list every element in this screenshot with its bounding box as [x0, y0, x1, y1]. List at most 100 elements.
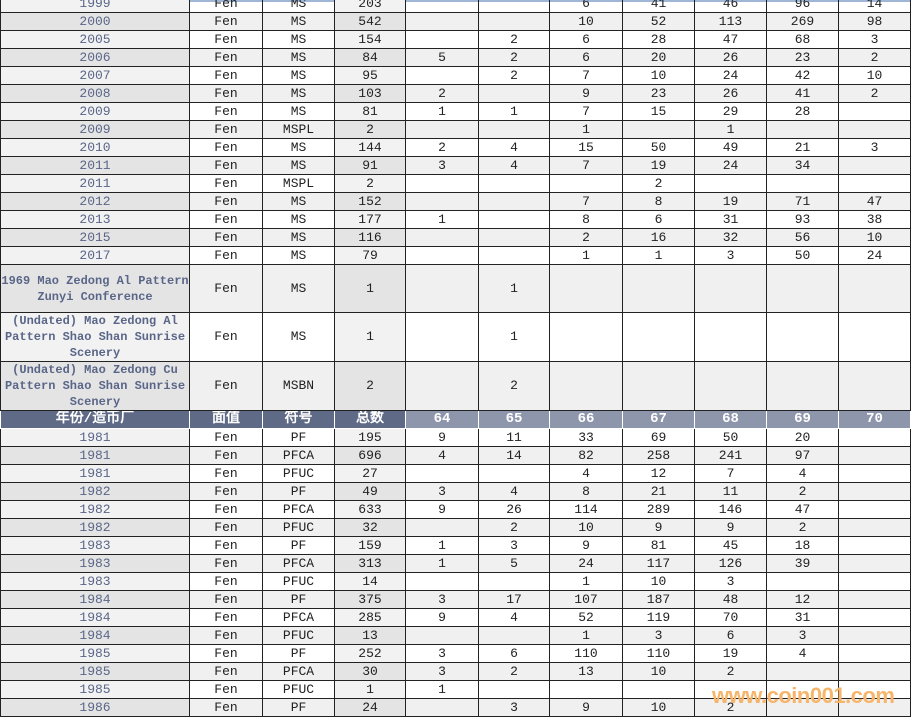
grade-70-cell[interactable]	[838, 120, 911, 139]
grade-64-cell[interactable]: 9	[405, 500, 479, 519]
grade-69-cell[interactable]: 269	[766, 12, 839, 31]
year-cell[interactable]: 1985	[0, 662, 190, 681]
grade-65-cell[interactable]: 2	[478, 30, 550, 49]
grade-64-cell[interactable]	[405, 312, 479, 362]
total-cell[interactable]: 285	[334, 608, 406, 627]
grade-65-cell[interactable]: 3	[478, 698, 550, 717]
grade-68-cell[interactable]: 70	[694, 608, 767, 627]
designation-cell[interactable]: PF	[262, 482, 335, 501]
grade-69-cell[interactable]: 42	[766, 66, 839, 85]
grade-64-cell[interactable]	[405, 0, 479, 13]
grade-68-cell[interactable]: 19	[694, 644, 767, 663]
grade-65-cell[interactable]	[478, 192, 550, 211]
year-cell[interactable]: 1981	[0, 464, 190, 483]
denomination-cell[interactable]: Fen	[189, 66, 263, 85]
grade-69-cell[interactable]: 4	[766, 644, 839, 663]
designation-cell[interactable]: PFCA	[262, 608, 335, 627]
grade-68-cell[interactable]: 1	[694, 120, 767, 139]
year-cell[interactable]: 1969 Mao Zedong Al Pattern Zunyi Confere…	[0, 264, 190, 313]
grade-65-cell[interactable]: 2	[478, 361, 550, 411]
grade-68-cell[interactable]	[694, 312, 767, 362]
denomination-cell[interactable]: Fen	[189, 464, 263, 483]
denomination-cell[interactable]: Fen	[189, 48, 263, 67]
year-cell[interactable]: 2011	[0, 174, 190, 193]
designation-cell[interactable]: PF	[262, 644, 335, 663]
grade-65-cell[interactable]: 2	[478, 518, 550, 537]
grade-64-cell[interactable]: 4	[405, 446, 479, 465]
grade-66-cell[interactable]: 7	[549, 156, 623, 175]
grade-68-cell[interactable]	[694, 174, 767, 193]
grade-67-cell[interactable]: 21	[622, 482, 695, 501]
denomination-cell[interactable]: Fen	[189, 662, 263, 681]
grade-65-cell[interactable]: 26	[478, 500, 550, 519]
grade-67-cell[interactable]	[622, 680, 695, 699]
grade-64-cell[interactable]	[405, 572, 479, 591]
grade-69-cell[interactable]: 21	[766, 138, 839, 157]
total-cell[interactable]: 542	[334, 12, 406, 31]
grade-65-cell[interactable]: 5	[478, 554, 550, 573]
total-cell[interactable]: 203	[334, 0, 406, 13]
grade-67-cell[interactable]: 10	[622, 662, 695, 681]
year-cell[interactable]: 1984	[0, 608, 190, 627]
grade-68-cell[interactable]: 50	[694, 428, 767, 447]
total-cell[interactable]: 696	[334, 446, 406, 465]
grade-67-cell[interactable]: 8	[622, 192, 695, 211]
grade-68-cell[interactable]: 241	[694, 446, 767, 465]
year-cell[interactable]: 1984	[0, 626, 190, 645]
grade-69-cell[interactable]: 39	[766, 554, 839, 573]
grade-69-cell[interactable]: 56	[766, 228, 839, 247]
grade-64-cell[interactable]: 1	[405, 680, 479, 699]
denomination-cell[interactable]: Fen	[189, 572, 263, 591]
grade-68-cell[interactable]: 47	[694, 30, 767, 49]
grade-65-cell[interactable]	[478, 246, 550, 265]
grade-69-cell[interactable]: 50	[766, 246, 839, 265]
grade-66-cell[interactable]: 7	[549, 66, 623, 85]
grade-66-cell[interactable]: 33	[549, 428, 623, 447]
grade-64-cell[interactable]: 1	[405, 554, 479, 573]
denomination-cell[interactable]: Fen	[189, 138, 263, 157]
grade-68-cell[interactable]: 31	[694, 210, 767, 229]
grade-65-cell[interactable]	[478, 0, 550, 13]
grade-69-cell[interactable]: 23	[766, 48, 839, 67]
grade-64-cell[interactable]	[405, 192, 479, 211]
grade-67-cell[interactable]: 119	[622, 608, 695, 627]
grade-70-cell[interactable]	[838, 174, 911, 193]
total-cell[interactable]: 1	[334, 680, 406, 699]
year-cell[interactable]: 1985	[0, 644, 190, 663]
grade-67-cell[interactable]: 23	[622, 84, 695, 103]
total-cell[interactable]: 252	[334, 644, 406, 663]
denomination-cell[interactable]: Fen	[189, 554, 263, 573]
year-cell[interactable]: 2015	[0, 228, 190, 247]
grade-67-cell[interactable]: 117	[622, 554, 695, 573]
year-cell[interactable]: 2009	[0, 102, 190, 121]
denomination-cell[interactable]: Fen	[189, 428, 263, 447]
grade-66-cell[interactable]: 4	[549, 464, 623, 483]
grade-65-cell[interactable]: 14	[478, 446, 550, 465]
grade-70-cell[interactable]: 2	[838, 48, 911, 67]
grade-66-cell[interactable]: 114	[549, 500, 623, 519]
designation-cell[interactable]: MS	[262, 312, 335, 362]
total-cell[interactable]: 375	[334, 590, 406, 609]
grade-67-cell[interactable]	[622, 312, 695, 362]
grade-66-cell[interactable]: 10	[549, 518, 623, 537]
grade-69-cell[interactable]: 68	[766, 30, 839, 49]
year-cell[interactable]: 1983	[0, 554, 190, 573]
grade-65-cell[interactable]: 6	[478, 644, 550, 663]
grade-70-cell[interactable]	[838, 536, 911, 555]
grade-70-cell[interactable]	[838, 518, 911, 537]
year-cell[interactable]: 1982	[0, 482, 190, 501]
grade-68-cell[interactable]: 3	[694, 246, 767, 265]
grade-70-cell[interactable]	[838, 482, 911, 501]
grade-70-cell[interactable]	[838, 500, 911, 519]
denomination-cell[interactable]: Fen	[189, 590, 263, 609]
year-cell[interactable]: 1983	[0, 536, 190, 555]
designation-cell[interactable]: MS	[262, 30, 335, 49]
grade-68-cell[interactable]: 19	[694, 192, 767, 211]
grade-68-cell[interactable]: 46	[694, 0, 767, 13]
grade-69-cell[interactable]: 12	[766, 590, 839, 609]
grade-70-cell[interactable]: 14	[838, 0, 911, 13]
grade-66-cell[interactable]: 82	[549, 446, 623, 465]
grade-70-cell[interactable]	[838, 698, 911, 717]
grade-69-cell[interactable]	[766, 264, 839, 313]
grade-67-cell[interactable]: 258	[622, 446, 695, 465]
